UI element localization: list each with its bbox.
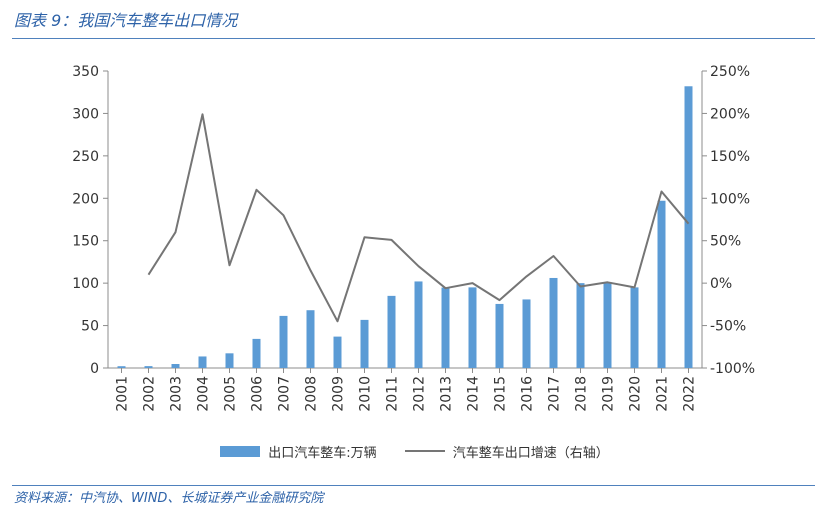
y-left-tick-label: 100 — [72, 276, 99, 292]
bar — [387, 295, 396, 368]
y-left-tick-label: 150 — [72, 234, 99, 250]
bar — [603, 282, 612, 368]
legend-line-label: 汽车整车出口增速（右轴） — [452, 445, 609, 461]
x-tick-label: 2002 — [142, 376, 158, 412]
x-tick-label: 2020 — [628, 376, 644, 412]
chart-canvas: 0 50 100 150 200 250 300 350 -100% -50% 0% 50% 100% 1… — [72, 64, 755, 412]
bar — [495, 303, 504, 368]
bar — [657, 200, 666, 368]
source-divider — [12, 485, 815, 486]
x-tick-label: 2006 — [250, 376, 266, 412]
legend-bar-label: 出口汽车整车:万辆 — [268, 445, 377, 461]
x-tick-label: 2004 — [196, 376, 212, 412]
chart-legend: 出口汽车整车:万辆 汽车整车出口增速（右轴） — [0, 440, 829, 462]
legend-item-line: 汽车整车出口增速（右轴） — [404, 442, 609, 461]
y-right-tick-label: 0% — [710, 276, 732, 292]
bar — [333, 336, 342, 368]
x-tick-label: 2009 — [331, 376, 347, 412]
y-left-tick-label: 50 — [81, 319, 99, 335]
bar — [171, 364, 180, 368]
x-tick-label: 2005 — [223, 376, 239, 412]
bar — [198, 356, 207, 368]
legend-line-swatch — [404, 450, 445, 452]
bar — [225, 353, 234, 368]
x-tick-label: 2015 — [493, 376, 509, 412]
y-left-tick-label: 350 — [72, 64, 99, 80]
bar — [144, 366, 153, 368]
y-right-tick-label: -100% — [710, 361, 755, 377]
x-tick-label: 2008 — [304, 376, 320, 412]
bar-series-export-volume — [117, 86, 693, 368]
x-tick-label: 2016 — [520, 376, 536, 412]
y-right-tick-label: -50% — [710, 319, 746, 335]
title-divider — [12, 38, 815, 39]
axis-tick-labels: 0 50 100 150 200 250 300 350 -100% -50% 0% 50% 100% 1… — [72, 64, 755, 412]
chart-axes — [103, 70, 707, 373]
bar — [252, 338, 261, 368]
bar — [684, 86, 693, 368]
x-tick-label: 2010 — [358, 376, 374, 412]
bar — [117, 366, 126, 368]
line-series-export-growth — [147, 113, 690, 323]
y-right-tick-label: 100% — [710, 191, 750, 207]
growth-line — [147, 113, 690, 323]
y-right-tick-label: 50% — [710, 234, 741, 250]
bar — [522, 299, 531, 368]
x-tick-label: 2007 — [277, 376, 293, 412]
legend-item-bars: 出口汽车整车:万辆 — [220, 442, 377, 461]
y-left-tick-label: 250 — [72, 149, 99, 165]
y-right-tick-label: 200% — [710, 106, 750, 122]
x-tick-label: 2022 — [682, 376, 698, 412]
x-tick-label: 2018 — [574, 376, 590, 412]
bar — [468, 287, 477, 368]
bar — [360, 319, 369, 368]
x-tick-label: 2019 — [601, 376, 617, 412]
bar — [576, 283, 585, 368]
bar — [414, 281, 423, 368]
x-tick-label: 2017 — [547, 376, 563, 412]
figure-title: 图表 9：我国汽车整车出口情况 — [14, 11, 238, 30]
x-tick-label: 2021 — [655, 376, 671, 412]
x-tick-label: 2012 — [412, 376, 428, 412]
x-tick-label: 2001 — [115, 376, 131, 412]
bar — [279, 315, 288, 368]
bar — [549, 277, 558, 368]
y-right-tick-label: 250% — [710, 64, 750, 80]
y-right-tick-label: 150% — [710, 149, 750, 165]
y-left-tick-label: 300 — [72, 106, 99, 122]
x-tick-label: 2013 — [439, 376, 455, 412]
bar — [306, 310, 315, 368]
x-tick-label: 2003 — [169, 376, 185, 412]
source-note: 资料来源：中汽协、WIND、长城证券产业金融研究院 — [14, 491, 324, 506]
y-left-tick-label: 0 — [90, 361, 99, 377]
bar — [441, 287, 450, 368]
y-left-tick-label: 200 — [72, 191, 99, 207]
x-tick-label: 2011 — [385, 376, 401, 412]
legend-bar-swatch — [220, 445, 261, 457]
bar — [630, 287, 639, 368]
x-tick-label: 2014 — [466, 376, 482, 412]
